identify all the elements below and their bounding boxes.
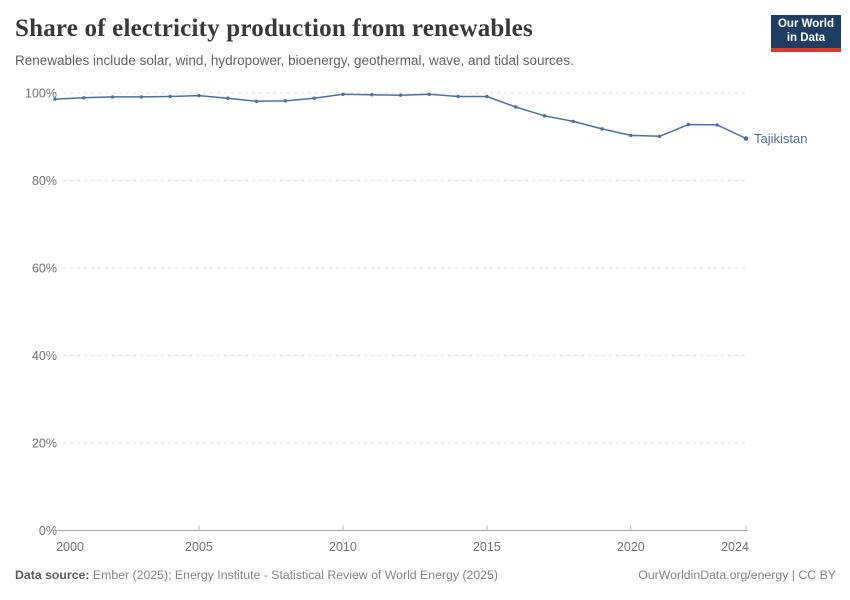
data-point-2017[interactable]: [542, 114, 547, 118]
data-point-2001[interactable]: [82, 96, 86, 100]
y-axis-label-100: 100%: [25, 87, 57, 101]
data-line-tajikistan[interactable]: [54, 93, 747, 140]
data-point-2021[interactable]: [657, 134, 662, 139]
data-point-2014[interactable]: [456, 94, 460, 99]
data-point-2000[interactable]: [53, 97, 57, 101]
x-axis-label-2020: 2020: [617, 540, 645, 554]
x-axis-label-2000: 2000: [56, 540, 84, 554]
data-point-2019[interactable]: [600, 127, 604, 131]
data-point-2006[interactable]: [226, 96, 230, 100]
page-title: Share of electricity production from ren…: [15, 15, 533, 42]
data-point-2008[interactable]: [283, 99, 288, 103]
data-point-2015[interactable]: [485, 94, 489, 99]
x-axis-label-2024: 2024: [721, 540, 749, 554]
y-axis-label-0: 0%: [39, 524, 57, 538]
chart-subtitle: Renewables include solar, wind, hydropow…: [15, 53, 574, 68]
data-point-2011[interactable]: [370, 93, 374, 97]
y-axis-label-40: 40%: [32, 349, 57, 363]
data-point-2016[interactable]: [513, 105, 518, 109]
owid-credit-link[interactable]: OurWorldinData.org/energy | CC BY: [638, 568, 836, 582]
y-axis-label-20: 20%: [32, 437, 57, 451]
owid-logo-line2: in Data: [786, 31, 826, 44]
data-source-value: Ember (2025); Energy Institute - Statist…: [89, 568, 498, 582]
x-axis-label-2015: 2015: [473, 540, 501, 554]
x-axis-label-2005: 2005: [185, 540, 213, 554]
data-point-2009[interactable]: [312, 96, 316, 100]
data-point-2012[interactable]: [398, 93, 403, 97]
y-axis-label-60: 60%: [32, 262, 57, 276]
data-point-2005[interactable]: [197, 93, 201, 98]
data-source-text: Data source: Ember (2025); Energy Instit…: [15, 568, 498, 582]
x-axis-label-2010: 2010: [329, 540, 357, 554]
owid-logo-line1: Our World: [777, 18, 834, 30]
data-source-label: Data source:: [15, 568, 90, 582]
data-point-2004[interactable]: [168, 94, 172, 99]
data-point-2024[interactable]: [743, 136, 749, 141]
chart-footer: Data source: Ember (2025); Energy Instit…: [15, 568, 836, 582]
data-point-2010[interactable]: [341, 92, 345, 97]
data-point-2022[interactable]: [686, 122, 691, 127]
entity-label-tajikistan[interactable]: Tajikistan: [754, 131, 807, 146]
y-axis-label-80: 80%: [32, 174, 57, 188]
data-point-2023[interactable]: [715, 123, 719, 127]
data-point-2003[interactable]: [139, 95, 144, 99]
data-point-2013[interactable]: [427, 92, 431, 97]
data-point-2018[interactable]: [571, 119, 575, 124]
data-point-2007[interactable]: [254, 99, 259, 104]
owid-logo[interactable]: Our World in Data: [771, 15, 841, 52]
data-point-2020[interactable]: [629, 133, 633, 138]
data-point-2002[interactable]: [110, 95, 115, 99]
